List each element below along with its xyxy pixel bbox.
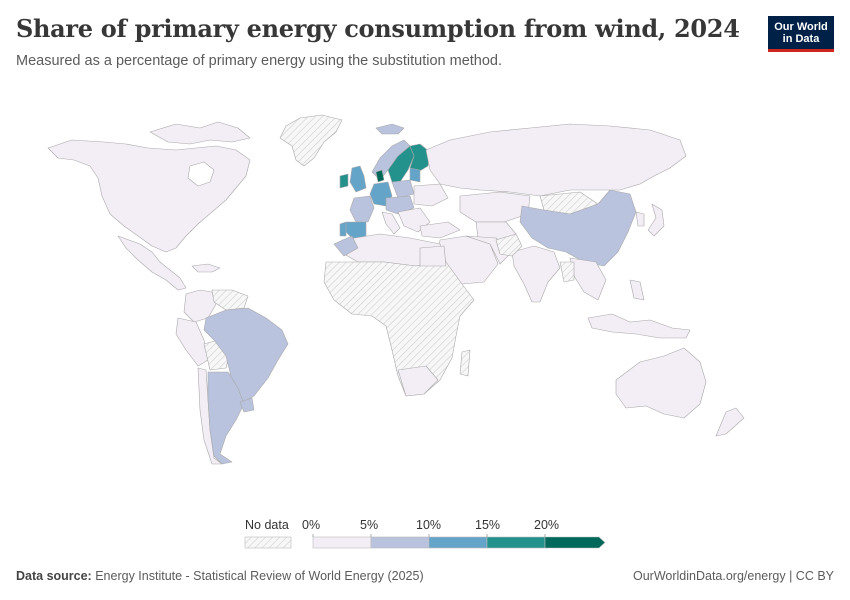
region-iceland[interactable] (375, 123, 405, 135)
region-poland[interactable] (391, 179, 415, 199)
region-indonesia[interactable] (587, 313, 691, 339)
region-north-america[interactable] (47, 139, 251, 253)
region-italy[interactable] (381, 211, 401, 235)
region-argentina[interactable] (207, 371, 245, 465)
data-source: Data source: Energy Institute - Statisti… (16, 569, 424, 583)
region-myanmar[interactable] (559, 261, 575, 283)
region-chile[interactable] (197, 367, 223, 465)
region-finland[interactable] (409, 143, 431, 173)
legend-tick-20: 20% (534, 518, 560, 532)
region-new-zealand[interactable] (715, 407, 745, 437)
region-africa-no-data[interactable] (323, 261, 475, 397)
legend-tick-0: 0% (302, 518, 321, 532)
legend-swatch-0-5[interactable] (312, 536, 372, 549)
region-china[interactable] (519, 189, 637, 267)
legend-swatch-no-data[interactable] (244, 536, 292, 549)
data-source-label: Data source: (16, 569, 92, 583)
region-madagascar[interactable] (459, 349, 471, 377)
logo-line-1: Our World (774, 21, 828, 33)
region-pakistan-afghanistan[interactable] (495, 233, 523, 257)
region-philippines[interactable] (629, 279, 645, 301)
region-portugal[interactable] (339, 221, 347, 237)
region-uk[interactable] (349, 165, 367, 193)
legend-tick-15: 15% (475, 518, 501, 532)
region-colombia[interactable] (183, 289, 217, 323)
legend-swatch-10-15[interactable] (428, 536, 488, 549)
data-source-text[interactable]: Energy Institute - Statistical Review of… (95, 569, 424, 583)
region-hudson-bay (187, 161, 215, 187)
region-canada-arctic[interactable] (149, 121, 251, 145)
region-south-africa[interactable] (397, 365, 439, 397)
region-australia[interactable] (615, 347, 707, 419)
region-morocco[interactable] (333, 235, 359, 257)
world-map (47, 114, 745, 465)
chart-title: Share of primary energy consumption from… (16, 14, 740, 43)
legend-swatch-20-plus[interactable] (544, 536, 606, 549)
region-france[interactable] (349, 195, 375, 223)
region-egypt[interactable] (419, 245, 447, 267)
region-ireland[interactable] (339, 173, 349, 189)
region-ukraine[interactable] (413, 183, 449, 207)
legend-swatch-15-20[interactable] (486, 536, 546, 549)
region-brazil[interactable] (203, 307, 289, 405)
region-greenland[interactable] (279, 114, 343, 167)
region-baltics[interactable] (409, 167, 421, 183)
region-uruguay[interactable] (239, 397, 255, 413)
owid-logo[interactable]: Our World in Data (768, 16, 834, 52)
region-russia[interactable] (425, 123, 687, 197)
region-korea[interactable] (635, 211, 645, 227)
region-india[interactable] (511, 245, 561, 303)
region-caribbean[interactable] (191, 263, 221, 273)
region-kazakhstan[interactable] (459, 191, 531, 223)
legend-tick-10: 10% (416, 518, 442, 532)
credit-link[interactable]: OurWorldinData.org/energy | CC BY (632, 569, 834, 583)
legend-no-data-label: No data (245, 518, 289, 532)
region-denmark[interactable] (375, 169, 385, 183)
logo-line-2: in Data (782, 33, 820, 45)
chart-subtitle: Measured as a percentage of primary ener… (16, 53, 503, 69)
region-turkey[interactable] (419, 221, 461, 239)
region-venezuela-guianas[interactable] (211, 289, 249, 311)
region-mexico[interactable] (117, 235, 187, 291)
region-japan[interactable] (647, 203, 665, 237)
legend-swatch-5-10[interactable] (370, 536, 430, 549)
legend-tick-5: 5% (360, 518, 379, 532)
region-peru[interactable] (175, 317, 209, 367)
legend-swatches (244, 534, 606, 549)
